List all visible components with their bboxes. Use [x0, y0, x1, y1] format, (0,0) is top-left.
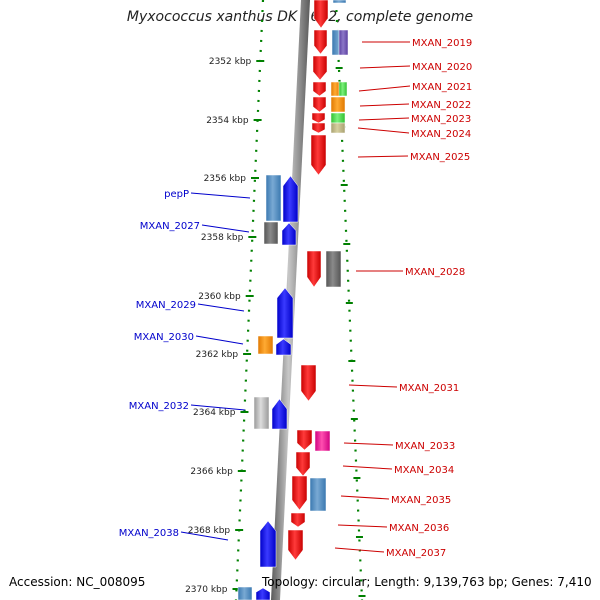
gene-label: MXAN_2038	[119, 528, 179, 539]
feature-box	[338, 81, 348, 97]
reverse-gene	[255, 587, 271, 600]
gene-label: MXAN_2024	[411, 129, 471, 140]
gene-label: MXAN_2029	[136, 300, 196, 311]
gene-label-leader	[190, 192, 251, 199]
forward-gene	[295, 451, 311, 477]
gene-label-leader	[342, 465, 393, 470]
map-title: Myxococcus xanthus DK 1622, complete gen…	[126, 9, 474, 25]
gene-label-leader	[340, 495, 390, 500]
gene-label-leader	[337, 524, 388, 528]
gene-label-leader	[190, 404, 246, 411]
gene-label: MXAN_2025	[410, 152, 470, 163]
gene-label: MXAN_2031	[399, 383, 459, 394]
forward-gene	[313, 29, 328, 55]
forward-gene	[313, 0, 329, 29]
gene-label: MXAN_2033	[395, 441, 455, 452]
reverse-gene	[275, 338, 292, 356]
gene-label-leader	[334, 547, 385, 553]
gene-label: MXAN_2023	[411, 114, 471, 125]
gene-label: MXAN_2036	[389, 523, 449, 534]
feature-box	[338, 29, 349, 56]
gene-label: MXAN_2030	[134, 332, 194, 343]
gene-label: MXAN_2019	[412, 38, 472, 49]
accession-text: Accession: NC_008095	[9, 575, 146, 589]
scale-label: 2356 kbp	[204, 174, 247, 184]
scale-label: 2352 kbp	[209, 57, 252, 67]
feature-box	[330, 112, 346, 124]
scale-label: 2362 kbp	[196, 350, 239, 360]
feature-box	[265, 174, 282, 222]
reverse-gene	[259, 520, 277, 568]
reverse-gene	[281, 222, 297, 246]
scale-label: 2370 kbp	[185, 585, 228, 595]
gene-label: MXAN_2032	[129, 401, 189, 412]
scale-label: 2354 kbp	[206, 116, 249, 126]
feature-box	[309, 477, 327, 512]
reverse-gene	[282, 175, 299, 223]
gene-label-leader	[358, 117, 410, 121]
scale-label: 2364 kbp	[193, 408, 236, 418]
feature-box	[330, 122, 346, 134]
gene-label-leader	[197, 303, 245, 312]
gene-label-leader	[357, 155, 409, 158]
gene-label-leader	[201, 224, 250, 233]
gene-label-leader	[359, 65, 411, 69]
feature-box	[330, 96, 346, 113]
scale-label: 2366 kbp	[190, 467, 233, 477]
gene-label-leader	[357, 127, 410, 134]
gene-label: MXAN_2020	[412, 62, 472, 73]
forward-gene	[311, 122, 326, 134]
forward-gene	[291, 475, 308, 511]
forward-gene	[290, 512, 306, 528]
gene-label: MXAN_2034	[394, 465, 454, 476]
reverse-gene	[271, 398, 288, 430]
feature-box	[332, 0, 347, 4]
forward-gene	[287, 529, 304, 561]
gene-label-leader	[195, 335, 244, 345]
feature-box	[314, 430, 331, 452]
feature-box	[330, 81, 341, 97]
gene-label: MXAN_2037	[386, 548, 446, 559]
forward-gene	[312, 55, 328, 81]
gene-label-leader	[180, 531, 229, 541]
gene-label: MXAN_2021	[412, 82, 472, 93]
forward-gene	[312, 81, 327, 97]
forward-gene	[312, 96, 327, 113]
feature-box	[253, 396, 270, 430]
gene-label: MXAN_2027	[140, 221, 200, 232]
gene-label-leader	[343, 442, 394, 446]
forward-gene	[296, 429, 313, 451]
forward-gene	[310, 134, 327, 176]
feature-box	[325, 250, 342, 288]
genome-summary-text: Topology: circular; Length: 9,139,763 bp…	[262, 575, 592, 589]
reverse-gene	[276, 287, 294, 339]
inner-tick-ring	[234, 0, 265, 600]
gene-label-leader	[348, 384, 398, 388]
gene-label: MXAN_2028	[405, 267, 465, 278]
forward-gene	[300, 364, 317, 402]
forward-gene	[311, 112, 326, 124]
gene-label: MXAN_2022	[411, 100, 471, 111]
feature-box	[237, 586, 253, 600]
gene-label-leader	[359, 103, 410, 107]
scale-label: 2368 kbp	[188, 526, 231, 536]
feature-box	[263, 221, 279, 245]
gene-label-leader	[358, 85, 411, 92]
forward-gene	[306, 250, 322, 288]
gene-label: pepP	[164, 189, 189, 200]
feature-box	[257, 335, 274, 355]
gene-label: MXAN_2035	[391, 495, 451, 506]
scale-label: 2360 kbp	[198, 292, 241, 302]
scale-label: 2358 kbp	[201, 233, 244, 243]
